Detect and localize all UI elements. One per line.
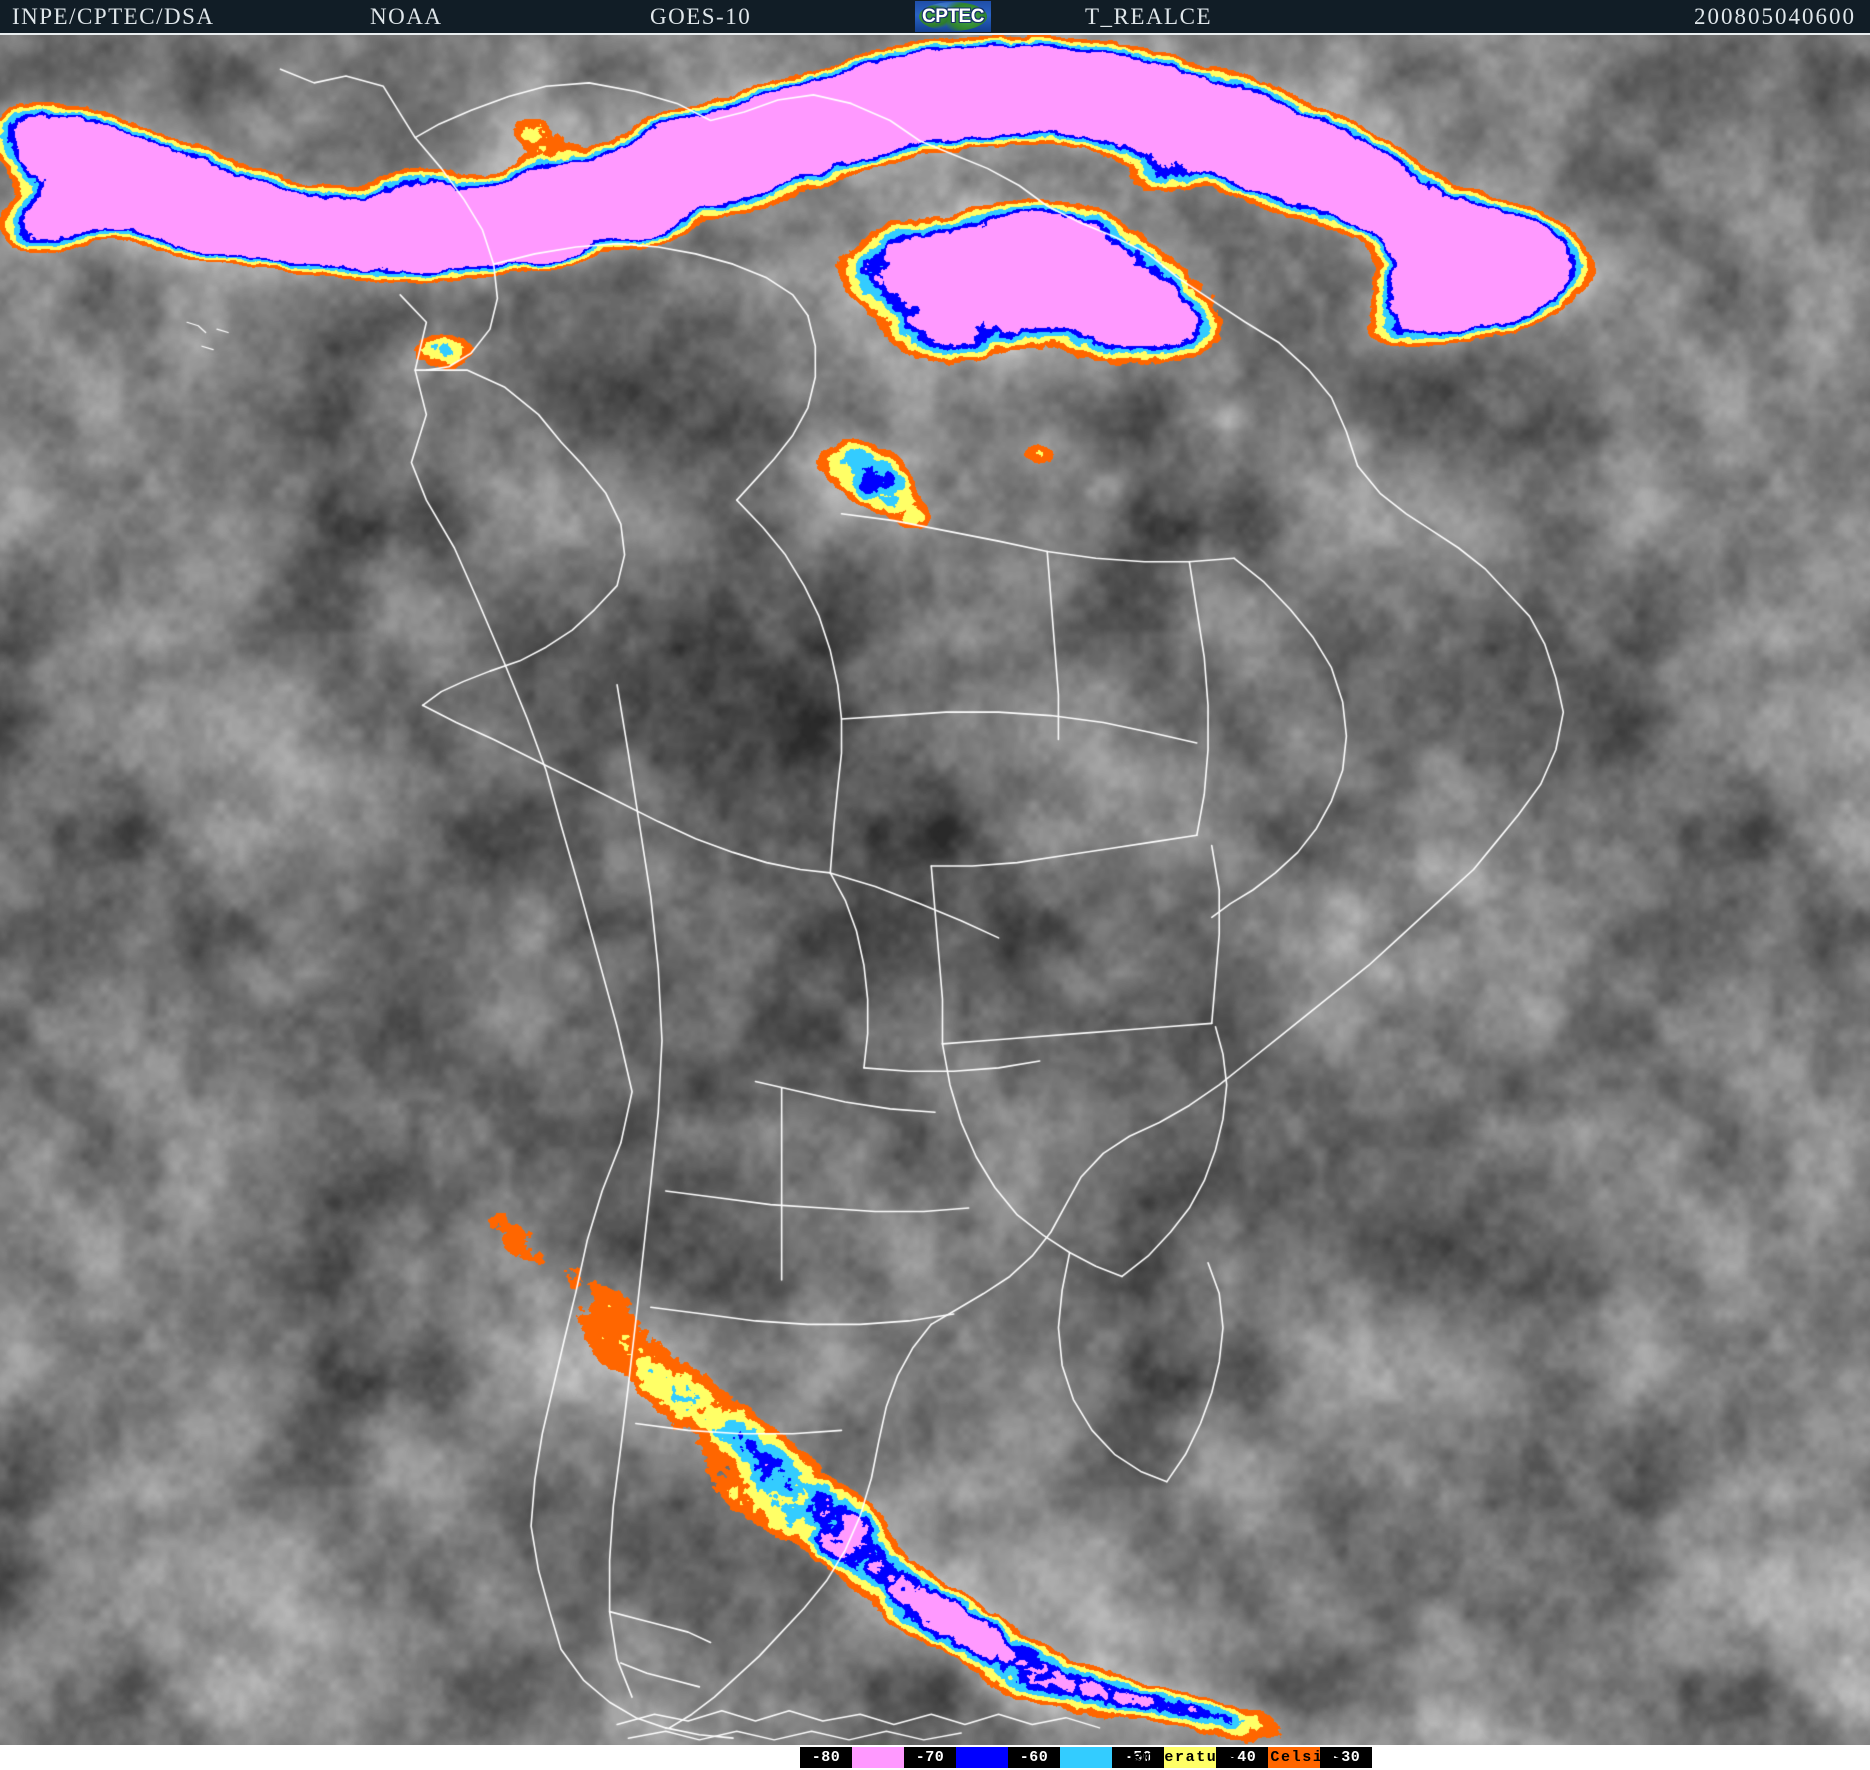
legend-swatch-yellow — [1164, 1747, 1216, 1768]
legend-tick-minus50: -50 — [1112, 1747, 1164, 1768]
cptec-globe-logo-icon: CPTEC — [915, 1, 991, 32]
cptec-logo-text: CPTEC — [922, 6, 984, 27]
header-bar: INPE/CPTEC/DSA NOAA GOES-10 T_REALCE 200… — [0, 0, 1870, 33]
satellite-image — [0, 35, 1870, 1745]
legend-tick-minus30: -30 — [1320, 1747, 1372, 1768]
header-divider — [0, 33, 1870, 35]
legend-caption: Temperatura Celsius — [1122, 1749, 1345, 1766]
legend-swatch-orange — [1268, 1747, 1320, 1768]
legend-tick-minus60: -60 — [1008, 1747, 1060, 1768]
legend-swatch-cyan — [1060, 1747, 1112, 1768]
temperature-color-scale: -80 -70 -60 -50 -40 -30 — [800, 1747, 1372, 1768]
footer-bar: -80 -70 -60 -50 -40 -30 Temperatura Celsius — [0, 1745, 1870, 1770]
product-label: T_REALCE — [1085, 4, 1212, 29]
legend-tick-minus70: -70 — [904, 1747, 956, 1768]
agency-label: INPE/CPTEC/DSA — [12, 4, 215, 29]
source-label: NOAA — [370, 4, 443, 29]
legend-tick-minus40: -40 — [1216, 1747, 1268, 1768]
globe-icon — [919, 2, 987, 31]
satellite-label: GOES-10 — [650, 4, 752, 29]
satellite-image-canvas — [0, 35, 1870, 1745]
legend-tick-minus80: -80 — [800, 1747, 852, 1768]
timestamp-label: 200805040600 — [1694, 4, 1856, 29]
legend-swatch-pink — [852, 1747, 904, 1768]
legend-swatch-blue — [956, 1747, 1008, 1768]
